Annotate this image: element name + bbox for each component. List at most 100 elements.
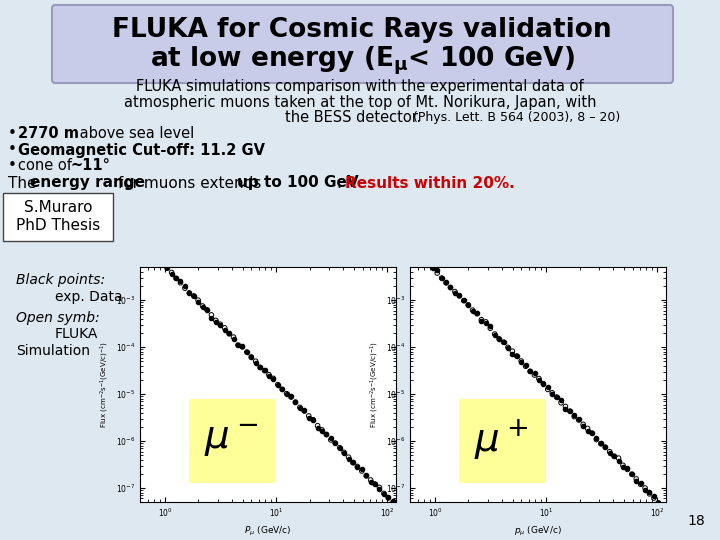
Point <box>476 315 487 324</box>
Point <box>219 323 230 332</box>
Point <box>467 307 478 315</box>
Point <box>427 264 438 272</box>
Point <box>595 438 607 447</box>
Point <box>312 421 323 430</box>
FancyBboxPatch shape <box>52 5 673 83</box>
Point <box>626 470 637 478</box>
Point <box>427 262 438 271</box>
Point <box>294 403 306 411</box>
Point <box>233 341 244 349</box>
Point <box>418 254 430 262</box>
Point <box>294 404 306 413</box>
Point <box>462 300 474 309</box>
Point <box>600 443 611 451</box>
Point <box>334 444 346 453</box>
Point <box>436 273 447 282</box>
Point <box>356 465 367 474</box>
Point <box>197 302 208 310</box>
Point <box>320 430 332 438</box>
Point <box>498 338 509 347</box>
Point <box>289 398 301 407</box>
Point <box>285 393 297 401</box>
Point <box>657 503 668 511</box>
Point <box>303 413 315 422</box>
Point <box>250 359 261 367</box>
Point <box>184 288 195 297</box>
Point <box>188 292 199 300</box>
Point <box>604 449 616 457</box>
Point <box>458 296 469 305</box>
Text: PhD Thesis: PhD Thesis <box>16 219 100 233</box>
Point <box>493 334 505 343</box>
Point <box>250 357 261 366</box>
Point <box>268 374 279 383</box>
Point <box>184 288 195 297</box>
Point <box>351 462 363 471</box>
Point <box>538 380 549 389</box>
Point <box>542 385 554 394</box>
Point <box>343 455 354 463</box>
Point <box>590 435 602 444</box>
Point <box>206 313 217 322</box>
Point <box>472 309 483 318</box>
Text: Black points:: Black points: <box>16 273 105 287</box>
Text: •: • <box>8 143 17 158</box>
Point <box>538 379 549 388</box>
Point <box>188 292 199 300</box>
Point <box>582 427 593 435</box>
Point <box>652 499 664 508</box>
Text: above sea level: above sea level <box>75 126 194 141</box>
Point <box>285 392 297 400</box>
Text: FLUKA simulations comparison with the experimental data of: FLUKA simulations comparison with the ex… <box>136 79 584 94</box>
Point <box>445 282 456 291</box>
Point <box>485 324 496 333</box>
Text: the BESS detector.: the BESS detector. <box>285 111 421 125</box>
X-axis label: $p_{\mu}$ (GeV/c): $p_{\mu}$ (GeV/c) <box>514 525 562 538</box>
Point <box>590 434 602 442</box>
Point <box>458 295 469 304</box>
Point <box>289 398 301 407</box>
Point <box>179 282 191 291</box>
Point <box>503 343 514 352</box>
Point <box>171 274 182 282</box>
Point <box>511 352 523 360</box>
Point <box>546 390 558 399</box>
Point <box>320 430 332 439</box>
Point <box>387 498 398 507</box>
FancyBboxPatch shape <box>3 193 113 241</box>
Point <box>436 274 447 282</box>
Text: S.Muraro: S.Muraro <box>24 200 92 215</box>
Point <box>219 326 230 335</box>
Point <box>507 347 518 355</box>
Point <box>307 416 319 424</box>
Text: •: • <box>8 126 17 141</box>
Point <box>153 255 164 264</box>
Point <box>516 357 527 366</box>
Point <box>431 266 443 274</box>
Point <box>423 259 434 268</box>
Point <box>648 494 660 502</box>
Point <box>582 424 593 433</box>
Point <box>648 492 660 501</box>
Point <box>586 429 598 437</box>
X-axis label: $P_{\mu}$ (GeV/c): $P_{\mu}$ (GeV/c) <box>245 525 292 538</box>
Point <box>559 402 571 411</box>
Point <box>378 490 390 499</box>
Point <box>161 264 173 273</box>
Point <box>604 447 616 456</box>
Point <box>325 434 337 442</box>
Text: up to 100 GeV: up to 100 GeV <box>237 176 359 191</box>
Point <box>206 310 217 319</box>
Point <box>608 452 620 461</box>
Point <box>652 498 664 507</box>
Text: Open symb:: Open symb: <box>16 311 99 325</box>
Point <box>192 298 204 306</box>
Point <box>264 372 275 381</box>
Point <box>166 268 177 277</box>
Text: $\mu^-$: $\mu^-$ <box>204 421 258 459</box>
Text: cone of: cone of <box>18 159 76 173</box>
Point <box>215 320 226 328</box>
Point <box>330 439 341 448</box>
Point <box>161 262 173 271</box>
Point <box>330 439 341 448</box>
